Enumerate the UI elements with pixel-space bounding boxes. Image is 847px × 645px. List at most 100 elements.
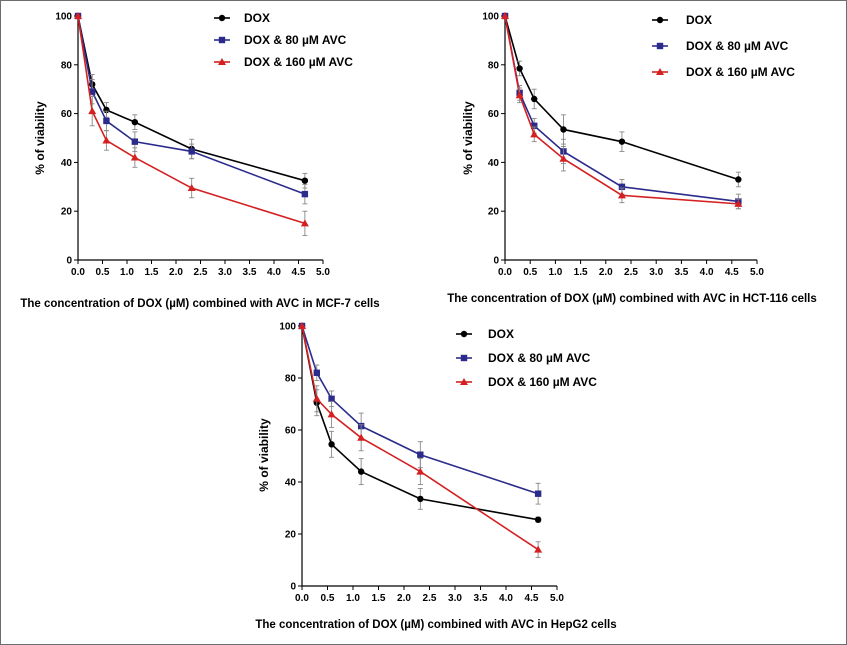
y-tick-label: 80 bbox=[488, 60, 500, 71]
y-tick-label: 40 bbox=[488, 158, 500, 169]
legend-entry: DOX & 160 µM AVC bbox=[652, 65, 795, 79]
y-tick-label: 0 bbox=[66, 256, 72, 267]
y-tick-label: 40 bbox=[285, 478, 297, 489]
data-point bbox=[300, 219, 309, 227]
legend-marker bbox=[656, 16, 664, 24]
y-axis-label: % of viability bbox=[33, 101, 47, 175]
series-dox-160-avc bbox=[74, 12, 309, 237]
legend-entry: DOX & 160 µM AVC bbox=[456, 375, 597, 389]
legend-label: DOX & 160 µM AVC bbox=[488, 375, 597, 389]
series-dox-160-avc bbox=[298, 322, 543, 558]
y-tick-label: 20 bbox=[488, 207, 500, 218]
data-point bbox=[327, 410, 336, 418]
data-point bbox=[131, 138, 139, 145]
data-point bbox=[301, 190, 309, 198]
data-point bbox=[531, 95, 538, 103]
legend-entry: DOX & 80 µM AVC bbox=[214, 33, 347, 47]
legend-label: DOX & 80 µM AVC bbox=[686, 39, 789, 53]
data-point bbox=[735, 176, 742, 183]
y-tick-label: 60 bbox=[488, 109, 500, 120]
data-point bbox=[130, 153, 139, 161]
data-point bbox=[417, 495, 424, 503]
series-line bbox=[504, 15, 739, 181]
legend-marker bbox=[656, 68, 664, 75]
legend-marker bbox=[656, 42, 664, 50]
x-tick-label: 0.5 bbox=[523, 267, 537, 278]
data-point bbox=[357, 468, 365, 475]
data-point bbox=[89, 88, 96, 95]
data-point bbox=[534, 490, 542, 497]
data-point bbox=[312, 394, 321, 402]
x-tick-label: 4.0 bbox=[700, 267, 714, 278]
legend-label: DOX bbox=[686, 13, 712, 27]
data-point bbox=[187, 184, 196, 192]
data-point bbox=[103, 117, 110, 125]
y-axis-label: % of viability bbox=[257, 418, 271, 492]
legend-label: DOX & 80 µM AVC bbox=[244, 33, 347, 47]
x-tick-label: 0.0 bbox=[498, 267, 512, 278]
data-point bbox=[417, 451, 424, 458]
x-tick-label: 4.0 bbox=[499, 593, 513, 604]
data-point bbox=[618, 183, 626, 190]
x-tick-label: 1.0 bbox=[548, 267, 562, 278]
legend-marker bbox=[218, 36, 226, 44]
legend-marker bbox=[460, 354, 468, 362]
y-tick-label: 40 bbox=[61, 158, 73, 169]
data-point bbox=[618, 138, 626, 145]
x-tick-label: 2.5 bbox=[423, 593, 437, 604]
data-point bbox=[530, 130, 539, 138]
legend-label: DOX bbox=[244, 11, 270, 25]
data-point bbox=[102, 136, 111, 144]
chart-mcf7: 0.0 0.5 1.0 1.5 2.0 2.5 3.0 3.5 4.0 4.5 5.0 0 20 40 60… bbox=[20, 11, 379, 310]
data-point bbox=[515, 91, 524, 99]
y-tick-label: 60 bbox=[285, 426, 297, 437]
legend-label: DOX bbox=[488, 327, 514, 341]
y-tick-label: 20 bbox=[285, 530, 297, 541]
x-tick-label: 2.0 bbox=[169, 267, 183, 278]
data-point bbox=[516, 65, 523, 72]
x-tick-label: 3.0 bbox=[218, 267, 232, 278]
x-tick-label: 2.0 bbox=[599, 267, 613, 278]
legend-marker bbox=[218, 58, 226, 65]
legend-entry: DOX bbox=[652, 13, 712, 27]
x-tick-label: 4.5 bbox=[725, 267, 739, 278]
series-line bbox=[77, 15, 306, 225]
legend-marker bbox=[460, 378, 468, 385]
y-tick-label: 100 bbox=[279, 322, 296, 333]
data-point bbox=[534, 516, 542, 523]
data-point bbox=[357, 433, 366, 441]
legend-entry: DOX & 80 µM AVC bbox=[456, 351, 591, 365]
x-tick-label: 3.0 bbox=[448, 593, 462, 604]
x-tick-label: 5.0 bbox=[550, 593, 564, 604]
legend-entry: DOX & 160 µM AVC bbox=[214, 55, 353, 69]
data-point bbox=[313, 369, 320, 376]
x-tick-label: 4.5 bbox=[525, 593, 539, 604]
data-point bbox=[298, 322, 306, 329]
y-tick-label: 80 bbox=[285, 374, 297, 385]
y-tick-label: 100 bbox=[482, 12, 499, 23]
x-tick-label: 5.0 bbox=[316, 267, 330, 278]
series-line bbox=[301, 325, 539, 551]
x-tick-label: 1.0 bbox=[346, 593, 360, 604]
data-point bbox=[531, 122, 538, 129]
x-tick-label: 3.5 bbox=[474, 593, 488, 604]
y-tick-label: 100 bbox=[55, 12, 72, 23]
legend-marker bbox=[460, 330, 468, 338]
legend-label: DOX & 160 µM AVC bbox=[244, 55, 353, 69]
x-tick-label: 2.5 bbox=[194, 267, 208, 278]
x-tick-label: 1.5 bbox=[372, 593, 386, 604]
data-point bbox=[559, 154, 568, 162]
x-axis-label: The concentration of DOX (µM) combined w… bbox=[20, 298, 379, 310]
data-point bbox=[88, 107, 97, 115]
y-tick-label: 0 bbox=[493, 256, 499, 267]
x-tick-label: 1.0 bbox=[120, 267, 134, 278]
data-point bbox=[734, 199, 743, 207]
series-line bbox=[77, 15, 306, 182]
legend-entry: DOX bbox=[214, 11, 270, 25]
x-tick-label: 0.0 bbox=[71, 267, 85, 278]
chart-hct116: 0.0 0.5 1.0 1.5 2.0 2.5 3.0 3.5 4.0 4.5 5.0 0 20 40 60… bbox=[447, 12, 817, 306]
data-point bbox=[534, 545, 543, 553]
legend-entry: DOX bbox=[456, 327, 514, 341]
legend-label: DOX & 80 µM AVC bbox=[488, 351, 591, 365]
y-tick-label: 80 bbox=[61, 60, 73, 71]
